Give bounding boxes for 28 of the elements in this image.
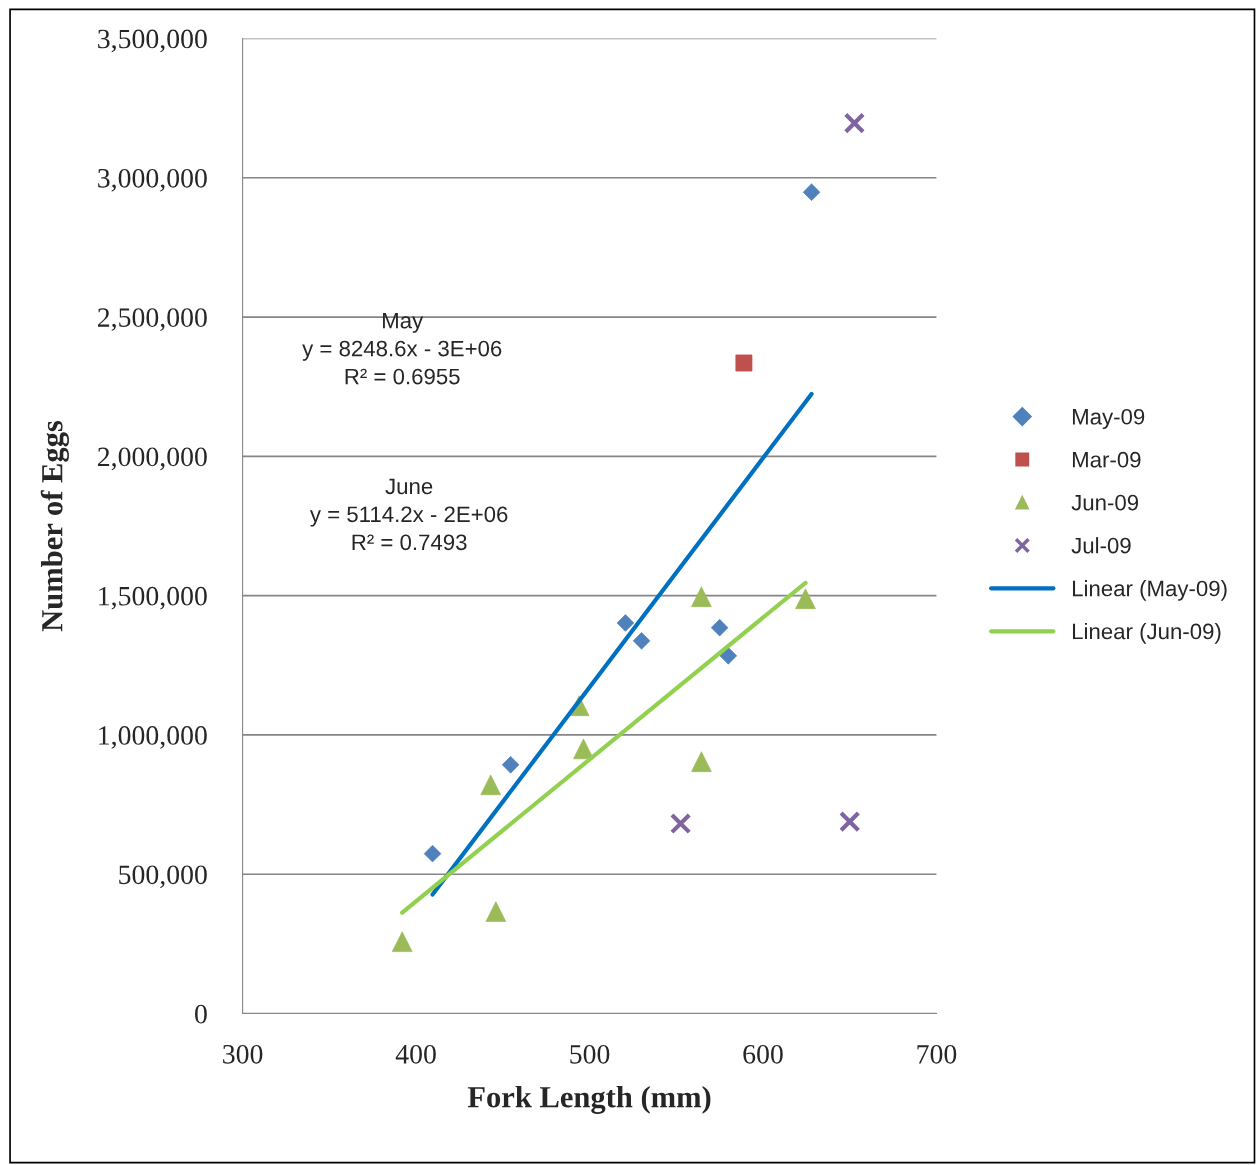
legend-label: Jun-09 <box>1071 494 1139 511</box>
x-tick-label: 500 <box>570 1044 610 1064</box>
annotation: May y = 8248.6x - 3E+06 R² = 0.6955 <box>302 312 502 385</box>
x-tick-label: 400 <box>395 1044 436 1064</box>
legend-label: Linear (Jun-09) <box>1072 622 1221 644</box>
legend-label: May-09 <box>1072 408 1145 430</box>
y-tick-label: 2,500,000 <box>97 308 207 331</box>
legend-label: Mar-09 <box>1072 451 1141 468</box>
y-tick-label: 500,000 <box>119 865 207 889</box>
x-tick-label: 700 <box>917 1044 957 1064</box>
point <box>839 810 861 833</box>
y-axis-title: Number of Eggs <box>40 420 69 632</box>
legend-label: Linear (May-09) <box>1072 580 1227 601</box>
x-tick-label: 600 <box>743 1044 783 1064</box>
legend-label: Jul-09 <box>1071 537 1131 554</box>
point <box>843 112 866 134</box>
x-axis-title: Fork Length (mm) <box>467 1085 711 1114</box>
x-tick-label: 300 <box>223 1044 263 1064</box>
annotation: June y = 5114.2x - 2E+06 R² = 0.7493 <box>309 478 508 551</box>
point <box>423 844 442 863</box>
y-tick-label: 0 <box>195 1004 207 1024</box>
point <box>391 931 413 952</box>
y-tick-label: 1,500,000 <box>99 586 207 610</box>
y-tick-label: 3,500,000 <box>98 29 207 53</box>
y-tick-label: 1,000,000 <box>99 726 207 749</box>
point <box>669 812 692 835</box>
y-tick-label: 2,000,000 <box>97 447 207 471</box>
y-tick-label: 3,000,000 <box>98 168 207 192</box>
